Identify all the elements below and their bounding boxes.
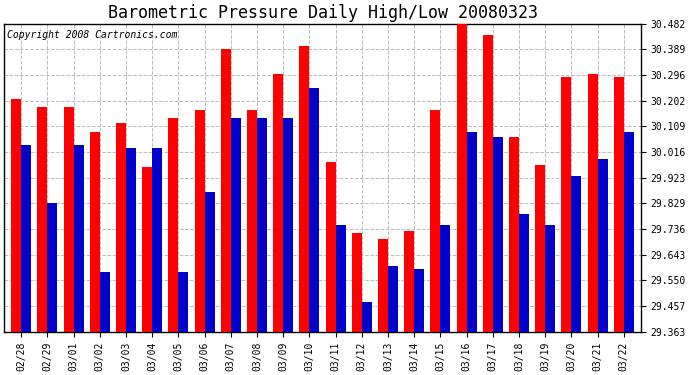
Bar — [624, 132, 634, 332]
Bar — [535, 165, 545, 332]
Bar — [195, 110, 205, 332]
Bar — [335, 225, 346, 332]
Bar — [571, 176, 582, 332]
Bar — [126, 148, 136, 332]
Bar — [440, 225, 451, 332]
Bar — [493, 137, 503, 332]
Bar — [231, 118, 241, 332]
Bar — [378, 239, 388, 332]
Bar — [152, 148, 162, 332]
Bar — [283, 118, 293, 332]
Bar — [519, 214, 529, 332]
Bar — [598, 159, 608, 332]
Bar — [48, 203, 57, 332]
Title: Barometric Pressure Daily High/Low 20080323: Barometric Pressure Daily High/Low 20080… — [108, 4, 538, 22]
Text: Copyright 2008 Cartronics.com: Copyright 2008 Cartronics.com — [8, 30, 178, 40]
Bar — [21, 146, 31, 332]
Bar — [483, 35, 493, 332]
Bar — [352, 234, 362, 332]
Bar — [414, 269, 424, 332]
Bar — [179, 272, 188, 332]
Bar — [221, 49, 231, 332]
Bar — [168, 118, 179, 332]
Bar — [63, 107, 74, 332]
Bar — [404, 231, 414, 332]
Bar — [90, 132, 100, 332]
Bar — [509, 137, 519, 332]
Bar — [457, 19, 466, 332]
Bar — [100, 272, 110, 332]
Bar — [247, 110, 257, 332]
Bar — [309, 88, 319, 332]
Bar — [388, 267, 398, 332]
Bar — [588, 74, 598, 332]
Bar — [74, 146, 83, 332]
Bar — [142, 167, 152, 332]
Bar — [466, 132, 477, 332]
Bar — [299, 46, 309, 332]
Bar — [257, 118, 267, 332]
Bar — [273, 74, 283, 332]
Bar — [326, 162, 335, 332]
Bar — [362, 302, 372, 332]
Bar — [11, 99, 21, 332]
Bar — [431, 110, 440, 332]
Bar — [562, 76, 571, 332]
Bar — [37, 107, 48, 332]
Bar — [205, 192, 215, 332]
Bar — [614, 76, 624, 332]
Bar — [116, 123, 126, 332]
Bar — [545, 225, 555, 332]
